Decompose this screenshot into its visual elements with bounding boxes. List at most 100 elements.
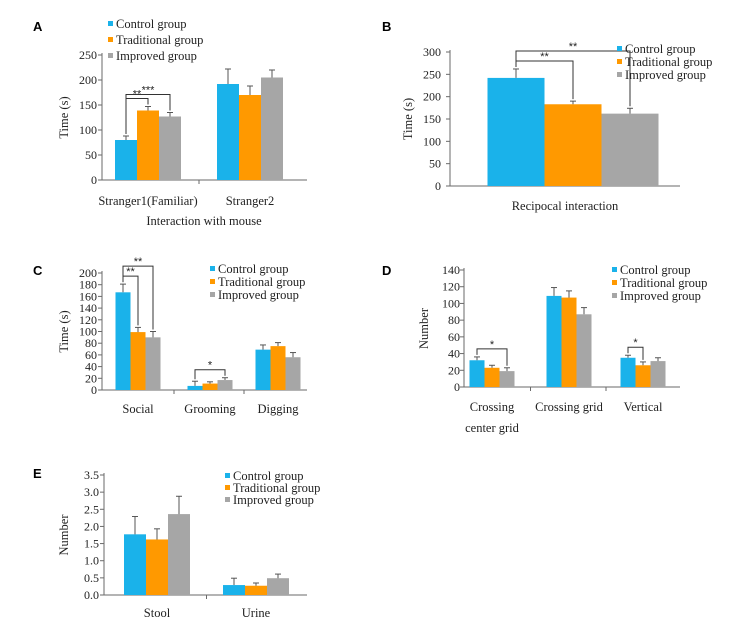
bar-improved-group (159, 116, 181, 180)
legend-label: Traditional group (233, 481, 320, 495)
y-tick-label: 20 (85, 371, 97, 385)
x-category-label: Grooming (184, 402, 236, 416)
legend-label: Control group (625, 42, 695, 56)
legend-swatch (108, 37, 113, 42)
bar-improved-group (261, 77, 283, 180)
bar-control-group (187, 385, 203, 390)
panel-letter: D (382, 263, 391, 278)
legend-label: Improved group (116, 49, 197, 63)
x-axis-label: Recipocal interaction (512, 199, 619, 213)
y-tick-label: 0 (435, 179, 441, 193)
y-tick-label: 120 (442, 280, 460, 294)
y-tick-label: 3.0 (84, 485, 99, 499)
y-tick-label: 300 (423, 45, 441, 59)
significance-label: ** (126, 266, 135, 278)
y-axis-label: Number (417, 307, 431, 349)
x-category-label: Stranger1(Familiar) (98, 194, 197, 208)
significance-bracket (515, 50, 631, 107)
significance-label: ** (540, 51, 549, 63)
y-tick-label: 3.5 (84, 468, 99, 482)
bar-traditional-group (544, 104, 602, 186)
legend-label: Control group (620, 263, 690, 277)
legend-swatch (617, 59, 622, 64)
bar-traditional-group (484, 367, 500, 387)
significance-bracket (125, 94, 171, 134)
y-tick-label: 60 (448, 330, 460, 344)
bar-control-group (124, 534, 146, 595)
y-axis-label: Time (s) (57, 310, 71, 352)
y-tick-label: 250 (423, 67, 441, 81)
legend-swatch (225, 485, 230, 490)
bar-improved-group (217, 380, 233, 390)
bar-traditional-group (130, 332, 146, 390)
bar-improved-group (576, 314, 592, 387)
bar-traditional-group (635, 365, 651, 387)
y-tick-label: 250 (79, 48, 97, 62)
bar-control-group (115, 292, 131, 390)
bar-improved-group (267, 578, 289, 595)
y-tick-label: 1.0 (84, 554, 99, 568)
legend-label: Traditional group (620, 276, 707, 290)
panel-letter: B (382, 19, 391, 34)
y-tick-label: 2.5 (84, 502, 99, 516)
bar-improved-group (168, 514, 190, 595)
y-tick-label: 150 (79, 98, 97, 112)
legend-swatch (108, 53, 113, 58)
panel-letter: E (33, 466, 42, 481)
panel-letter: C (33, 263, 43, 278)
y-tick-label: 150 (423, 112, 441, 126)
bar-control-group (115, 140, 137, 180)
y-tick-label: 100 (79, 123, 97, 137)
bar-control-group (487, 77, 545, 186)
y-tick-label: 2.0 (84, 519, 99, 533)
y-tick-label: 60 (85, 348, 97, 362)
significance-bracket (476, 348, 508, 366)
bar-traditional-group (245, 585, 267, 595)
legend-label: Improved group (620, 289, 701, 303)
x-category-label: Stool (144, 606, 171, 620)
y-tick-label: 40 (448, 347, 460, 361)
significance-bracket (194, 369, 226, 380)
y-tick-label: 100 (423, 134, 441, 148)
y-axis-label: Time (s) (57, 96, 71, 138)
bar-control-group (469, 360, 485, 387)
y-tick-label: 20 (448, 363, 460, 377)
legend-swatch (612, 293, 617, 298)
y-tick-label: 200 (79, 266, 97, 280)
y-tick-label: 180 (79, 278, 97, 292)
bar-improved-group (145, 337, 161, 390)
legend-swatch (210, 266, 215, 271)
bar-control-group (620, 357, 636, 387)
bar-control-group (255, 349, 271, 390)
legend-swatch (210, 292, 215, 297)
y-axis-label: Number (57, 514, 71, 556)
panel-b: B 0 50 100 150 200 250 300 Time (s) ** ** Recipocal… (382, 19, 712, 213)
legend-swatch (225, 497, 230, 502)
legend-swatch (617, 46, 622, 51)
legend-swatch (612, 267, 617, 272)
legend-swatch (617, 72, 622, 77)
y-tick-label: 200 (79, 73, 97, 87)
bar-control-group (546, 295, 562, 387)
x-category-label-line: Crossing (470, 400, 515, 414)
x-category-label: Urine (242, 606, 271, 620)
y-tick-label: 80 (448, 313, 460, 327)
bar-improved-group (650, 361, 666, 387)
x-category-label-line: center grid (465, 421, 520, 435)
bar-traditional-group (137, 110, 159, 180)
x-category-label: Crossing grid (535, 400, 603, 414)
legend-swatch (225, 473, 230, 478)
bar-improved-group (285, 357, 301, 390)
legend-label: Improved group (218, 288, 299, 302)
bar-traditional-group (561, 297, 577, 387)
y-tick-label: 0.5 (84, 571, 99, 585)
y-tick-label: 50 (429, 157, 441, 171)
significance-label: ** (569, 41, 578, 53)
bar-traditional-group (270, 346, 286, 390)
